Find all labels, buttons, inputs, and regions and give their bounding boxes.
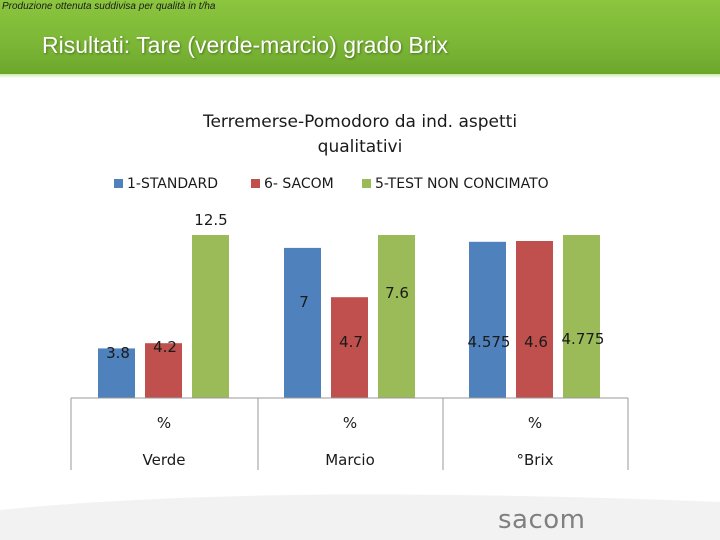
header-band bbox=[0, 0, 720, 78]
category-name-label: °Brix bbox=[516, 451, 553, 469]
data-label: 4.6 bbox=[524, 333, 548, 351]
category-unit-label: % bbox=[343, 414, 357, 432]
legend-swatch bbox=[114, 179, 123, 188]
chart-title-line: qualitativi bbox=[318, 137, 403, 157]
legend-swatch bbox=[362, 179, 371, 188]
data-label: 4.7 bbox=[339, 333, 363, 351]
legend-label: 6- SACOM bbox=[264, 176, 334, 192]
data-label: 12.5 bbox=[194, 211, 227, 229]
data-label: 3.8 bbox=[106, 344, 130, 362]
data-label: 7 bbox=[299, 293, 309, 311]
bar bbox=[331, 297, 368, 398]
category-name-label: Verde bbox=[143, 451, 186, 469]
sacom-logo: sacom bbox=[498, 505, 586, 535]
data-label: 4.775 bbox=[562, 330, 605, 348]
top-note: Produzione ottenuta suddivisa per qualit… bbox=[2, 1, 216, 12]
bar bbox=[516, 241, 553, 398]
bar bbox=[378, 235, 415, 398]
slide-title: Risultati: Tare (verde-marcio) grado Bri… bbox=[42, 32, 449, 58]
bar bbox=[192, 235, 229, 398]
legend-label: 1-STANDARD bbox=[127, 176, 218, 192]
logo-text: sacom bbox=[498, 505, 586, 535]
legend-label: 5-TEST NON CONCIMATO bbox=[375, 176, 549, 192]
bar bbox=[98, 348, 135, 398]
bar bbox=[469, 241, 506, 398]
category-name-label: Marcio bbox=[325, 451, 375, 469]
bar-chart: Terremerse-Pomodoro da ind. aspetti quali… bbox=[70, 112, 629, 470]
bar bbox=[563, 235, 600, 398]
category-unit-label: % bbox=[157, 414, 171, 432]
legend-swatch bbox=[251, 179, 260, 188]
bar bbox=[284, 247, 321, 398]
bar bbox=[145, 343, 182, 398]
data-label: 7.6 bbox=[385, 284, 409, 302]
chart-title-line: Terremerse-Pomodoro da ind. aspetti bbox=[202, 112, 517, 132]
category-unit-label: % bbox=[528, 414, 542, 432]
data-label: 4.2 bbox=[153, 338, 177, 356]
footer-wave bbox=[0, 494, 720, 540]
data-label: 4.575 bbox=[468, 333, 511, 351]
